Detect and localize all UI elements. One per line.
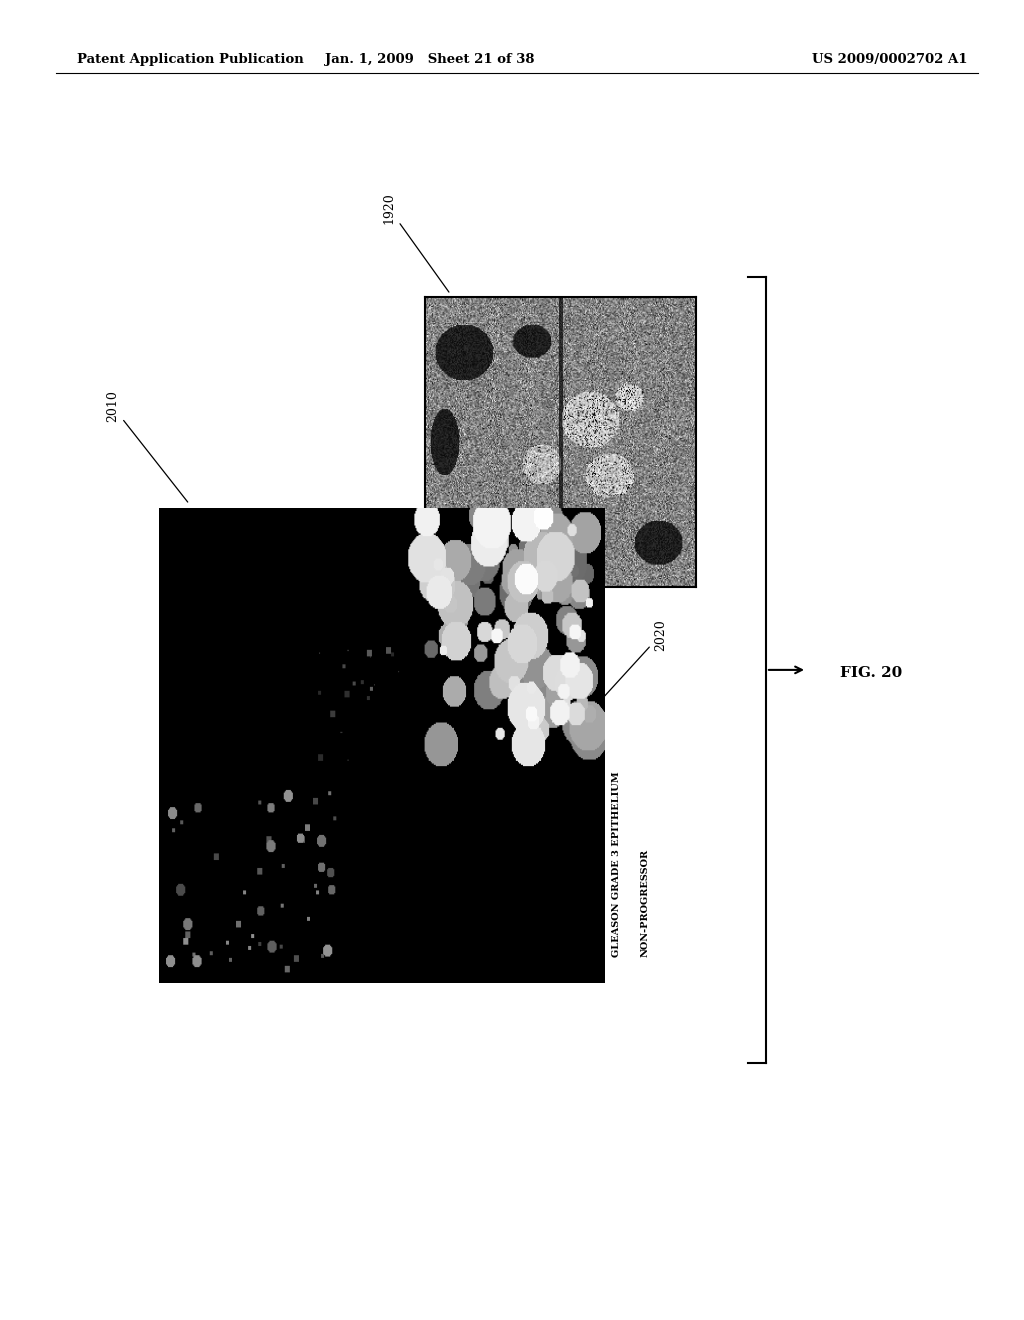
Text: Patent Application Publication: Patent Application Publication <box>77 53 303 66</box>
Text: 2020: 2020 <box>596 619 667 706</box>
Text: US 2009/0002702 A1: US 2009/0002702 A1 <box>812 53 968 66</box>
Text: 2010: 2010 <box>106 391 187 502</box>
Text: Jan. 1, 2009   Sheet 21 of 38: Jan. 1, 2009 Sheet 21 of 38 <box>326 53 535 66</box>
Text: FIG. 20: FIG. 20 <box>840 667 902 680</box>
Text: 1920: 1920 <box>383 193 449 292</box>
Text: GLEASON GRADE 3 EPITHELIUM: GLEASON GRADE 3 EPITHELIUM <box>612 771 622 957</box>
Text: NON-PROGRESSOR: NON-PROGRESSOR <box>641 849 650 957</box>
